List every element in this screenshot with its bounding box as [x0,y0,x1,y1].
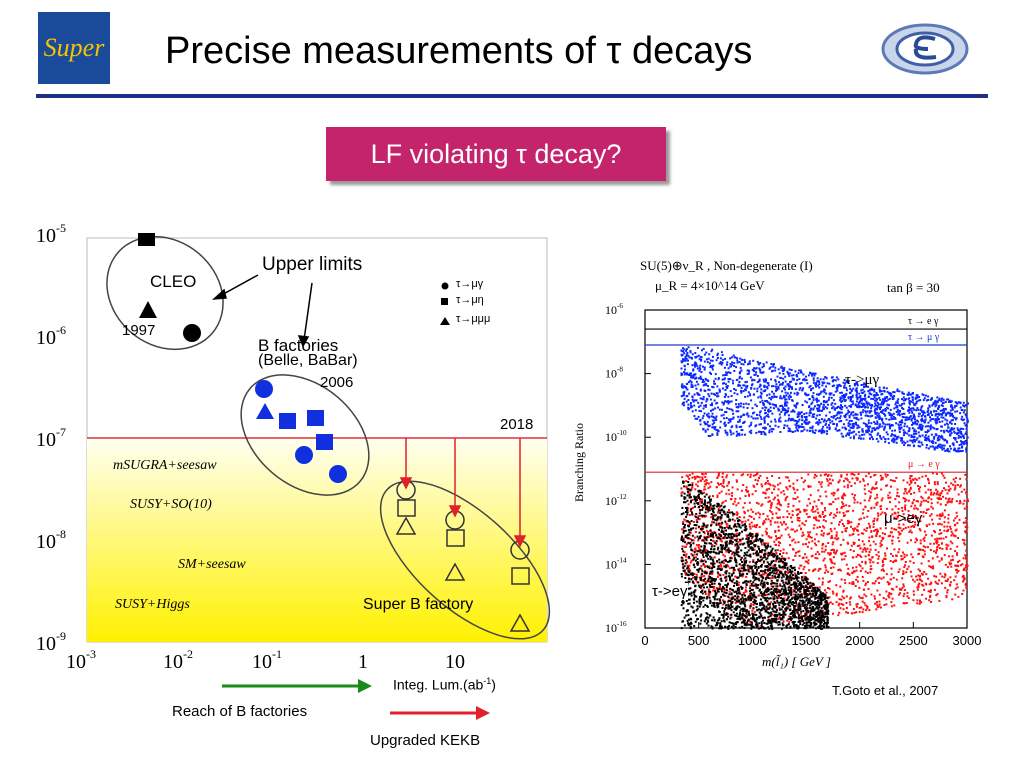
citation: T.Goto et al., 2007 [832,683,939,698]
bf-marker-7 [329,465,347,483]
right-xtick-3: 1500 [792,633,821,648]
sb-tri-3 [509,613,531,632]
cleo-ellipse [106,235,224,351]
series-label-taumugamma: τ->μγ [845,372,880,388]
bf-marker-6 [295,446,313,464]
model-msugra: mSUGRA+seesaw [113,458,217,473]
epsilon-logo-icon [881,23,969,75]
reach-bfactories-label: Reach of B factories [172,703,308,720]
sb-tri-1 [395,516,417,535]
legend-mueta: τ→μη [456,294,484,306]
superb-ellipse [379,480,551,640]
bfactories-label: B factories [258,336,339,355]
year-1997-label: 1997 [122,322,156,339]
legend-mugamma: τ→μγ [456,278,484,290]
right-xtick-0: 0 [641,633,648,648]
theory-region [87,438,547,642]
tanbeta-label: tan β = 30 [887,280,940,295]
right-ytick-3: 10-12 [605,493,627,508]
sb-square-2 [446,529,465,547]
left-xtick-3: 1 [358,651,368,673]
series-label-tauegamma: τ->eγ [652,583,688,600]
page-title: Precise measurements of τ decays [165,30,753,72]
cleo-muEta-marker [138,233,155,246]
limit-label-1: τ → μ γ [908,332,940,343]
right-ytick-1: 10-8 [605,366,623,381]
upgraded-kekb-label: Upgraded KEKB [370,732,481,749]
right-ylabel: Branching Ratio [571,423,586,502]
limit-label-0: τ → e γ [908,316,939,327]
integ-lum-label: Integ. Lum.(ab-1) [393,676,496,693]
right-xtick-2: 1000 [738,633,767,648]
left-xtick-4: 10 [445,651,465,673]
legend-mumumu: τ→μμμ [456,313,491,325]
right-ytick-5: 10-16 [605,620,627,635]
model-susy-higgs: SUSY+Higgs [115,597,190,612]
right-xlabel: m(l̃₁) [ GeV ] [762,654,831,669]
series-cloud-2 [680,480,830,630]
superb-label: Super B factory [363,596,474,613]
sb-tri-2 [444,562,466,581]
right-xtick-6: 3000 [953,633,982,648]
logo-text: Super [43,33,105,62]
cleo-mugamma-marker [183,324,201,342]
model-sm-seesaw: SM+seesaw [178,557,246,572]
right-xtick-1: 500 [688,633,710,648]
cleo-label: CLEO [150,272,197,291]
header-divider [36,94,988,98]
right-chart-subtitle: μ_R = 4×10^14 GeV [655,278,765,293]
bfactory-ellipse [240,374,370,496]
bf-marker-2 [256,403,274,419]
belle-babar-label: (Belle, BaBar) [258,352,358,369]
model-susy-so10: SUSY+SO(10) [130,497,212,512]
upper-limits-label: Upper limits [262,254,363,275]
right-chart-title: SU(5)⊕ν_R , Non-degenerate (I) [640,258,813,273]
year-2018-label: 2018 [500,416,534,433]
right-xtick-4: 2000 [845,633,874,648]
super-logo-icon: Super [38,12,110,84]
bf-marker-4 [307,410,324,426]
bf-marker-3 [279,413,296,429]
right-ytick-4: 10-14 [605,556,627,571]
callout-box: LF violating τ decay? [326,127,666,181]
right-ytick-0: 10-6 [605,302,623,317]
limit-label-2: μ → e γ [908,459,940,470]
cleo-mumumu-marker [139,301,157,318]
bf-marker-5 [316,434,333,450]
sb-square-1 [397,499,416,517]
right-ytick-2: 10-10 [605,429,627,444]
series-label-muegamma: μ->eγ [884,510,923,527]
year-2006-label: 2006 [320,374,354,391]
sb-square-3 [511,567,530,585]
series-cloud-0 [680,346,969,453]
bf-marker-1 [255,380,273,398]
right-xtick-5: 2500 [899,633,928,648]
